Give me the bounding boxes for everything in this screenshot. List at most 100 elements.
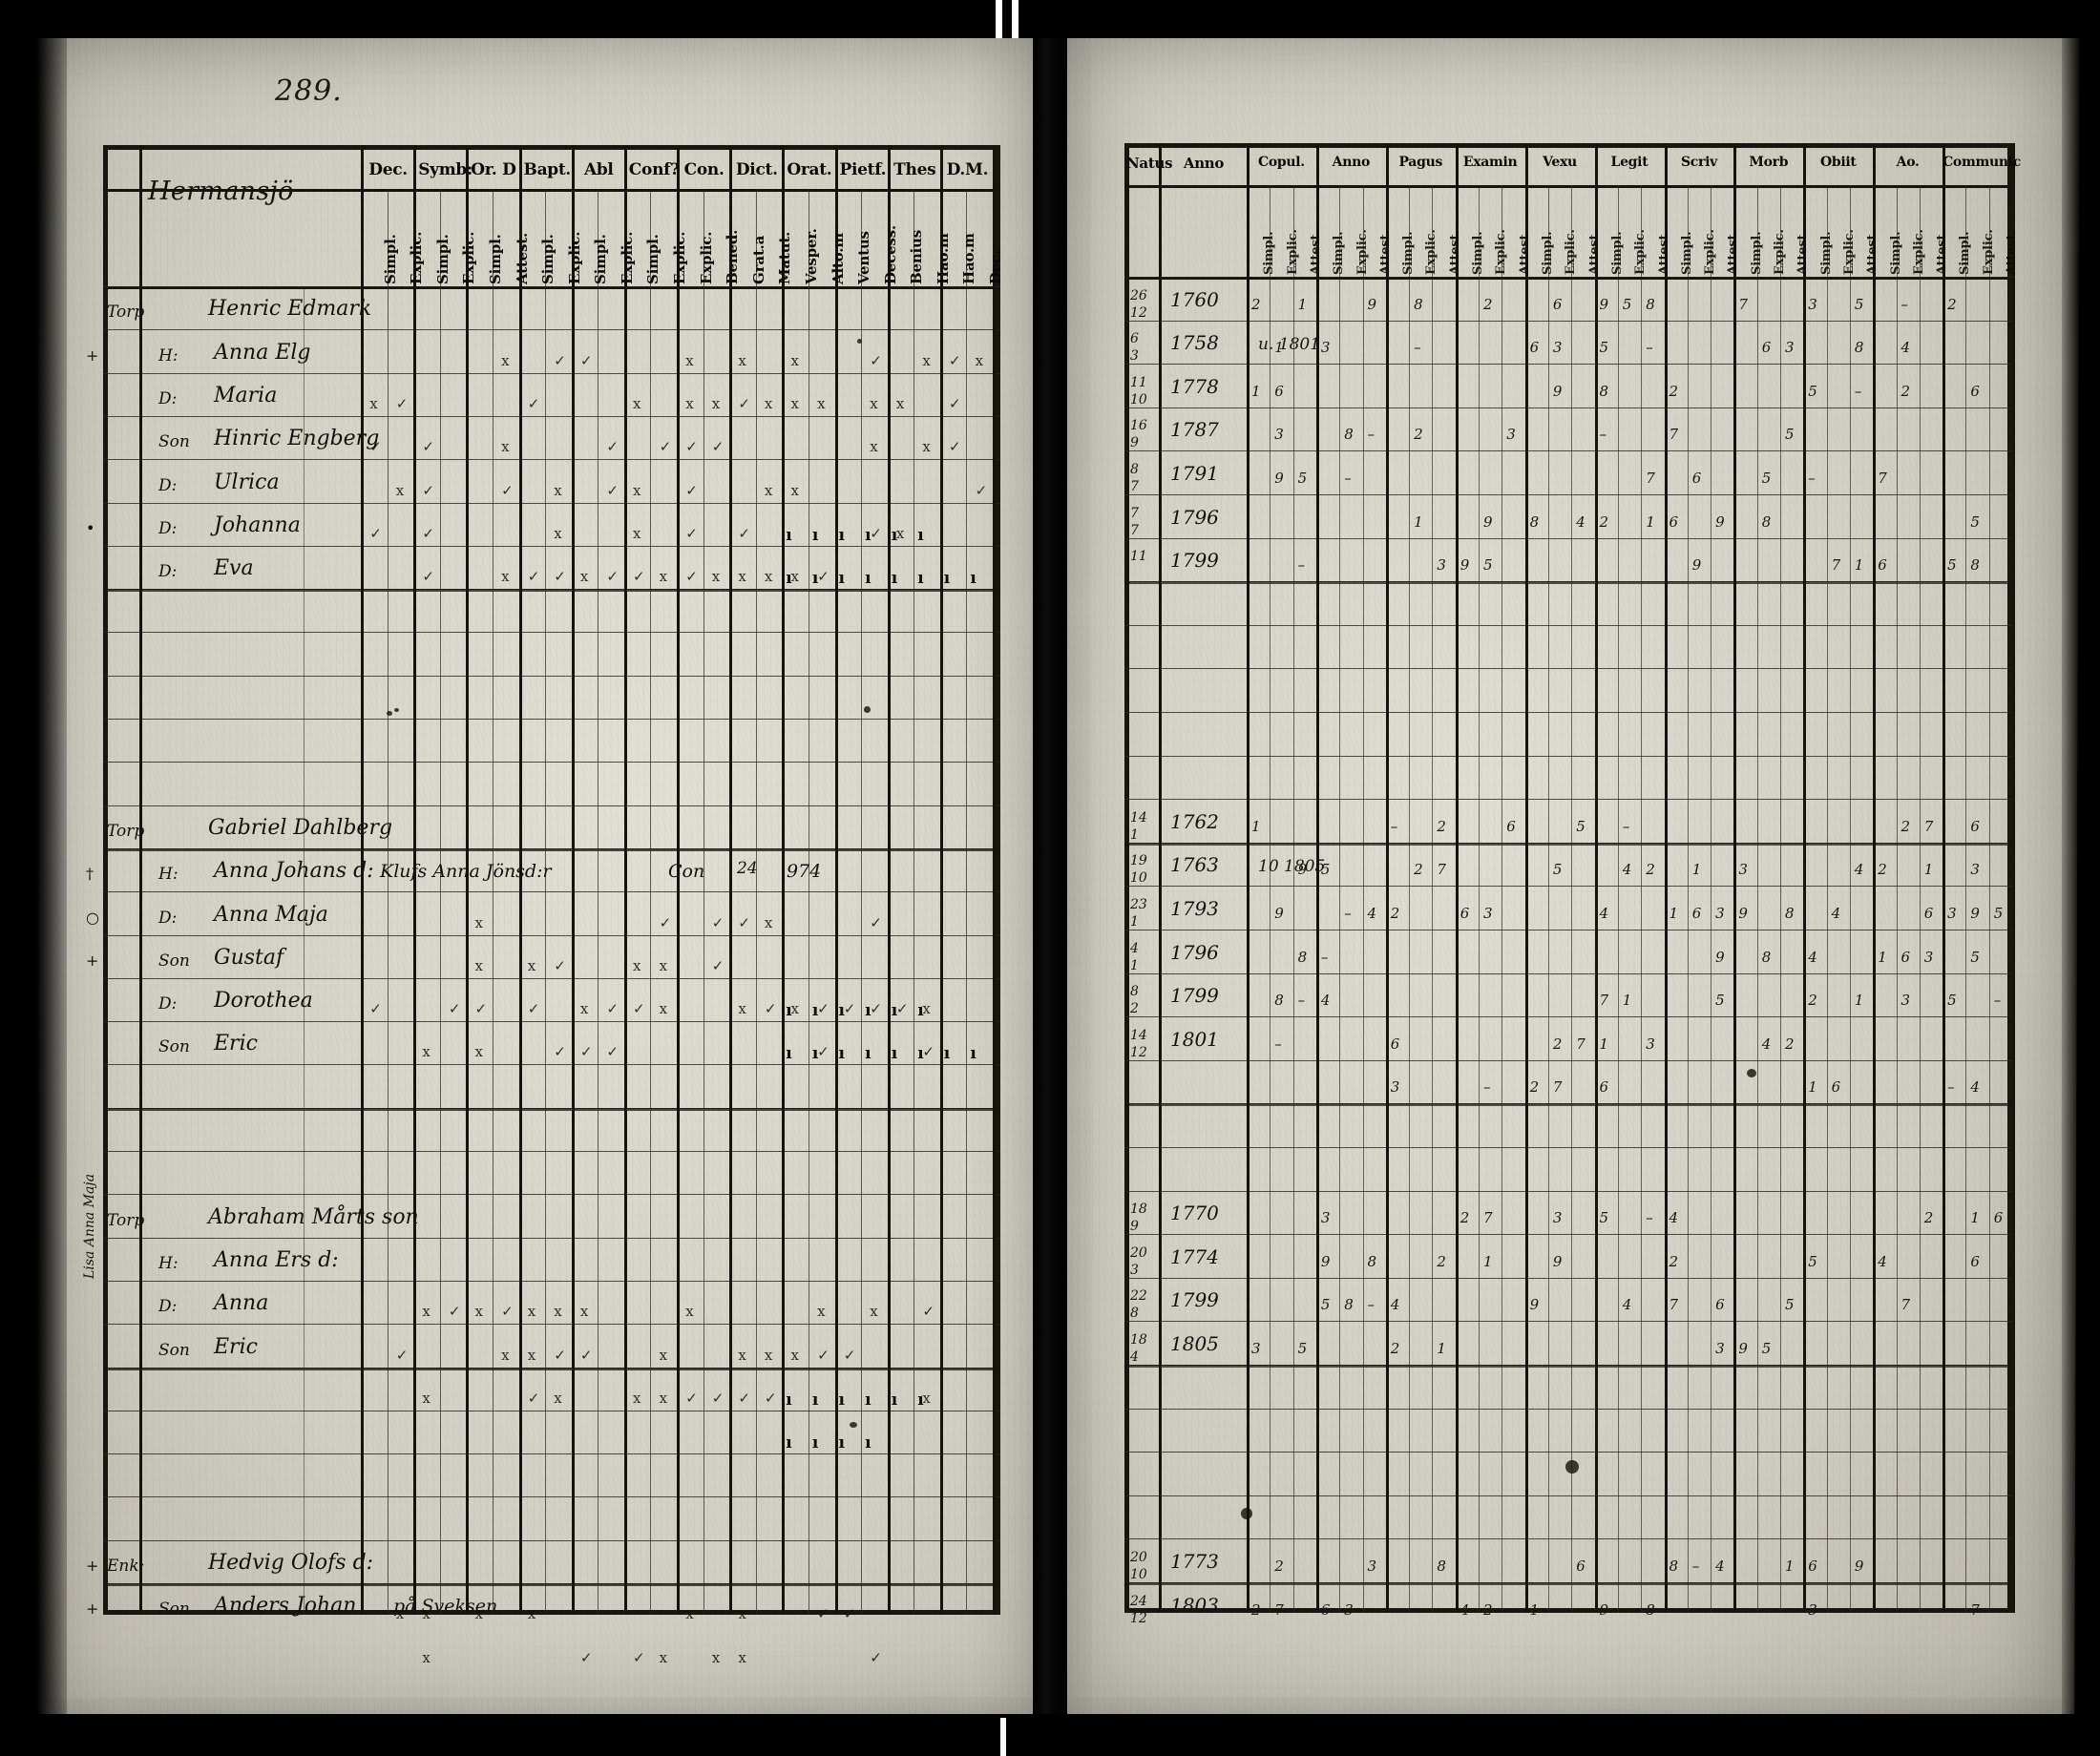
cell-tick: x — [817, 1303, 825, 1320]
cell-ink-stroke: ı — [944, 569, 950, 588]
right-subheader-10-0: Simpl. — [1958, 232, 1972, 275]
header-split-rule — [361, 189, 1000, 192]
entry-day: 14 — [1130, 812, 1147, 825]
right-cell-value: 1 — [1692, 863, 1702, 876]
ink-blot-4 — [850, 1422, 857, 1428]
entry-year: 1805 — [1170, 1332, 1219, 1355]
right-cell-value: 3 — [1924, 951, 1934, 964]
subcolumn-header-4-2: Explic. — [566, 232, 583, 284]
right-cell-value: 6 — [1832, 1080, 1841, 1094]
cell-tick: ✓ — [633, 568, 645, 585]
entry-day: 18 — [1130, 1203, 1147, 1216]
right-cell-value: 1 — [1437, 1342, 1446, 1355]
row-prefix: Son — [158, 1341, 190, 1360]
right-subheader-6-2: Attest. — [1726, 230, 1740, 275]
right-cell-value: 6 — [1901, 951, 1911, 964]
right-cell-value: 6 — [1576, 1559, 1586, 1573]
right-cell-value: 2 — [1808, 993, 1817, 1007]
cell-tick: x — [475, 1303, 483, 1320]
row-prefix: H: — [158, 1254, 178, 1273]
cell-tick: ✓ — [738, 525, 750, 542]
entry-year: 1774 — [1170, 1245, 1219, 1268]
cell-tick: ✓ — [369, 438, 382, 455]
subcolumn-header-4-1: Simpl. — [539, 234, 556, 284]
entry-day: 23 — [1130, 899, 1147, 911]
cell-tick: x — [738, 352, 746, 369]
entry-month: 1 — [1130, 916, 1139, 929]
row-rule — [103, 416, 1000, 417]
right-header-9: Obiit — [1803, 155, 1873, 170]
right-cell-value: 9 — [1274, 907, 1284, 920]
row-prefix: Torp — [107, 1211, 144, 1230]
right-header-11: Communic — [1942, 155, 2012, 170]
right-cell-value: 3 — [1738, 863, 1748, 876]
cell-tick: x — [765, 568, 772, 585]
name-prefix-divider — [139, 145, 142, 1615]
right-cell-value: 5 — [1947, 993, 1957, 1007]
row-name: Anna Johans d: — [214, 859, 374, 883]
row-name: Hedvig Olofs d: — [208, 1551, 373, 1575]
entry-day: 20 — [1130, 1552, 1147, 1564]
right-subheader-7-0: Simpl. — [1750, 232, 1764, 275]
right-subcolumn-divider — [1920, 185, 1921, 1613]
right-cell-value: 3 — [1715, 907, 1725, 920]
right-subheader-10-2: Attest. — [2005, 230, 2019, 275]
left-margin-note: Lisa Anna Maja — [82, 1174, 97, 1279]
cell-tick: ✓ — [870, 352, 882, 369]
row-prefix: Son — [158, 432, 190, 451]
right-cell-value: 8 — [1274, 993, 1284, 1007]
right-cell-value: 5 — [1970, 515, 1980, 529]
right-cell-value: 4 — [1600, 907, 1609, 920]
right-cell-value: – — [1298, 558, 1306, 572]
right-cell-value: 8 — [1785, 907, 1795, 920]
right-subcolumn-divider — [1850, 185, 1851, 1613]
right-subcolumn-divider — [1965, 185, 1966, 1613]
right-cell-value: – — [1274, 1037, 1282, 1051]
cell-tick: x — [685, 352, 693, 369]
cell-tick: x — [660, 957, 667, 974]
row-rule — [103, 329, 1000, 330]
row-name: Hinric Engberg — [214, 427, 379, 450]
cell-ink-stroke: ı — [839, 526, 845, 545]
entry-month: 3 — [1130, 350, 1139, 363]
column-header-8: Dict. — [734, 160, 779, 179]
household-rule — [103, 1368, 1000, 1370]
cell-tick: x — [633, 395, 640, 412]
right-row-rule — [1124, 321, 2012, 322]
cell-tick: ✓ — [817, 1605, 830, 1622]
right-cell-value: 6 — [1600, 1080, 1609, 1094]
row-name: Maria — [214, 384, 277, 408]
right-cell-value: 5 — [1483, 558, 1493, 572]
cell-tick: ✓ — [765, 1390, 777, 1407]
subcolumn-header-9-2: Alto.m — [830, 233, 847, 284]
entry-day: 6 — [1130, 333, 1139, 345]
entry-extra: 10 1805 — [1258, 859, 1325, 874]
scanned-book-spread: 289. Hermansjö Dec. Simpl. Explic. Symb: Sim… — [0, 0, 2100, 1756]
cell-ink-stroke: ı — [917, 1044, 923, 1063]
right-cell-value: 1 — [1530, 1603, 1540, 1617]
right-column-divider — [1733, 143, 1736, 1613]
right-cell-value: 6 — [1274, 385, 1284, 398]
right-cell-value: 9 — [1738, 907, 1748, 920]
right-cell-value: 2 — [1414, 428, 1423, 441]
right-cell-value: 1 — [1251, 820, 1261, 833]
right-cell-value: 7 — [1970, 1603, 1980, 1617]
column-header-1: Dec. — [366, 160, 410, 179]
cell-tick: ✓ — [712, 438, 724, 455]
household-rule — [103, 848, 1000, 851]
cell-tick: x — [896, 525, 904, 542]
right-subcolumn-divider — [1897, 185, 1898, 1613]
right-subheader-7-2: Attest. — [1796, 230, 1810, 275]
right-row-rule — [1124, 277, 2012, 278]
entry-year: 1758 — [1170, 331, 1219, 354]
cell-tick: x — [422, 1390, 430, 1407]
right-cell-value: 8 — [1437, 1559, 1446, 1573]
right-cell-value: – — [1808, 471, 1816, 485]
cell-tick: ✓ — [685, 525, 698, 542]
right-cell-value: 3 — [1391, 1080, 1400, 1094]
right-household-rule — [1124, 1103, 2012, 1106]
right-row-rule — [1124, 1495, 2012, 1496]
subcolumn-header-8-1: Grat.a — [750, 236, 767, 284]
right-cell-value: 1 — [1924, 863, 1934, 876]
right-cell-value: 6 — [1994, 1211, 2004, 1224]
